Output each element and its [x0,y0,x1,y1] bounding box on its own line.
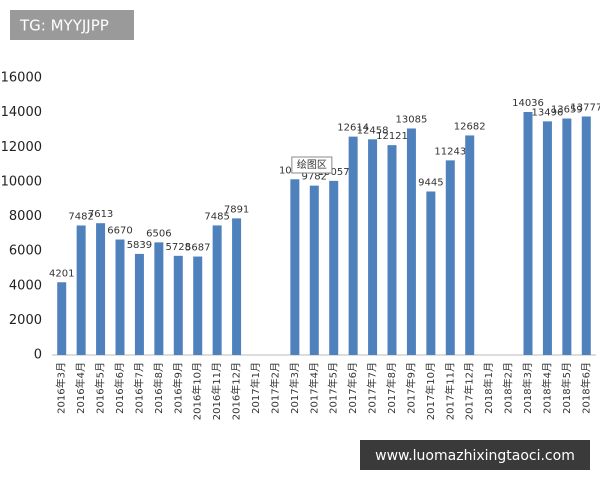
data-label: 7485 [204,211,229,222]
y-tick-label: 0 [34,348,42,363]
y-tick-label: 16000 [1,71,42,86]
bar [154,242,164,355]
y-tick-label: 2000 [9,313,42,328]
x-tick-label: 2018年6月 [579,362,592,414]
watermark: TG: MYYJJPP [19,17,109,35]
x-tick-label: 2017年12月 [463,362,476,420]
x-tick-label: 2016年6月 [113,362,126,414]
bar [96,223,106,355]
x-tick-label: 2016年9月 [171,362,184,414]
x-tick-label: 2018年2月 [502,362,515,414]
x-tick-label: 2018年1月 [482,362,495,414]
data-label: 10057 [318,167,350,178]
data-label: 12614 [337,123,369,134]
x-tick-label: 2018年5月 [560,362,573,414]
x-tick-label: 2018年4月 [540,362,553,414]
data-label: 12458 [357,125,389,136]
bar [76,225,86,355]
bar [212,225,222,355]
x-tick-label: 2017年3月 [288,362,301,414]
bar [193,256,203,355]
data-label: 7613 [88,209,113,220]
x-tick-label: 2016年8月 [152,362,165,414]
bar [290,179,300,355]
data-label: 7482 [68,211,93,222]
site-url: www.luomazhixingtaoci.com [375,448,575,464]
data-label: 11243 [434,146,466,157]
x-tick-label: 2016年11月 [210,362,223,420]
data-label: 4201 [49,268,74,279]
bar [232,218,242,355]
data-label: 12682 [454,121,486,132]
data-label: 6506 [146,228,171,239]
bar [426,191,436,355]
x-tick-label: 2017年8月 [385,362,398,414]
tooltip: 绘图区 [297,158,327,171]
x-tick-label: 2017年6月 [346,362,359,414]
data-label: 13777 [570,102,600,113]
x-tick-label: 2017年4月 [307,362,320,414]
bar [309,185,319,355]
x-tick-label: 2017年5月 [327,362,340,414]
x-tick-label: 2017年2月 [268,362,281,414]
data-label: 13496 [532,107,564,118]
bar [348,136,358,355]
bar [57,282,67,355]
y-tick-label: 14000 [1,105,42,120]
data-label: 12121 [376,131,408,142]
y-tick-label: 4000 [9,278,42,293]
data-label: 14036 [512,98,544,109]
bar [465,135,475,355]
data-label: 5687 [185,243,210,254]
x-tick-label: 2016年12月 [230,362,243,420]
bar [445,160,455,355]
data-label: 7891 [224,204,249,215]
x-tick-label: 2017年10月 [424,362,437,420]
bar [134,253,144,355]
data-label: 6670 [107,226,132,237]
bar [387,145,397,355]
bar [173,255,183,355]
watermark-box [10,10,134,40]
data-label: 5839 [127,240,152,251]
x-tick-label: 2016年3月 [55,362,68,414]
bar [542,121,552,356]
bar [523,112,533,356]
x-tick-label: 2017年9月 [404,362,417,414]
x-tick-label: 2017年11月 [443,362,456,420]
data-label: 13659 [551,105,583,116]
bar [581,116,591,355]
x-tick-label: 2016年4月 [74,362,87,414]
bar [368,139,378,355]
tooltip-box [291,156,333,174]
site-box [360,440,590,470]
x-tick-label: 2017年1月 [249,362,262,414]
x-tick-label: 2017年7月 [366,362,379,414]
data-label: 9445 [418,177,443,188]
data-label: 5728 [166,242,191,253]
y-tick-label: 8000 [9,209,42,224]
data-label: 9782 [302,172,327,183]
x-tick-label: 2016年10月 [191,362,204,420]
bar [115,239,125,355]
data-label: 13085 [396,114,428,125]
x-tick-label: 2016年7月 [132,362,145,414]
y-tick-label: 6000 [9,244,42,259]
bar [562,118,572,355]
bar [329,180,339,355]
y-tick-label: 10000 [1,174,42,189]
x-tick-label: 2016年5月 [94,362,107,414]
bar [406,128,416,355]
y-tick-label: 12000 [1,140,42,155]
x-tick-label: 2018年3月 [521,362,534,414]
